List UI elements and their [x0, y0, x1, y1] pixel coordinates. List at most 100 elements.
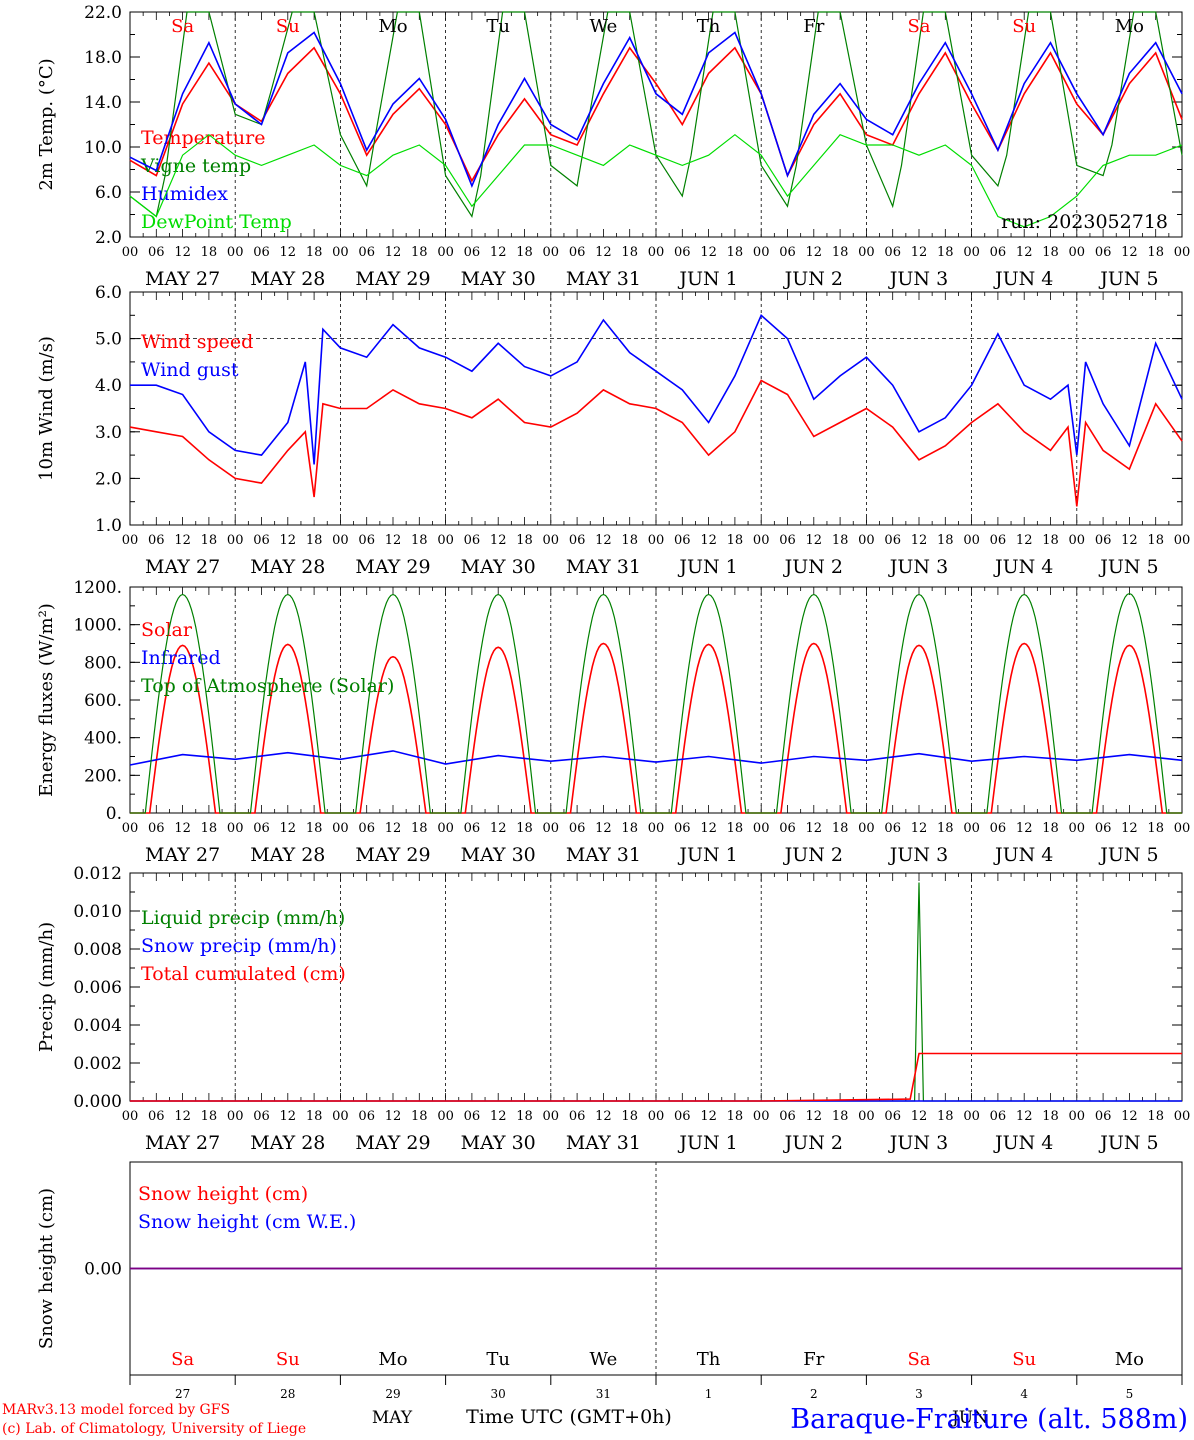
hour-tick-label: 12: [911, 533, 928, 548]
legend-total-cumulated-cm-: Total cumulated (cm): [141, 963, 346, 985]
weekday-label-top: Su: [276, 16, 300, 37]
weekday-label-bottom: Sa: [171, 1349, 194, 1370]
hour-tick-label: 18: [306, 245, 323, 260]
credit-line-2: (c) Lab. of Climatology, University of L…: [2, 1421, 306, 1437]
date-label: MAY 28: [250, 268, 325, 290]
date-label: MAY 27: [145, 844, 220, 866]
hour-tick-label: 06: [464, 1109, 481, 1124]
hour-tick-label: 12: [700, 245, 717, 260]
day-number: 29: [385, 1387, 400, 1401]
hour-tick-label: 12: [1121, 245, 1138, 260]
hour-tick-label: 18: [832, 245, 849, 260]
hour-tick-label: 00: [858, 245, 875, 260]
y-tick-label: 0.00: [84, 1260, 122, 1280]
hour-tick-label: 00: [122, 533, 139, 548]
date-label: JUN 1: [677, 844, 737, 866]
day-number: 27: [175, 1387, 190, 1401]
hour-tick-label: 12: [1016, 1109, 1033, 1124]
day-number: 30: [491, 1387, 506, 1401]
series-line-total-cumulated-cm-: [130, 1052, 1182, 1102]
hour-tick-label: 18: [1042, 1109, 1059, 1124]
date-label: MAY 29: [355, 1132, 430, 1154]
date-label: JUN 5: [1098, 268, 1158, 290]
date-label: JUN 3: [888, 844, 948, 866]
hour-tick-label: 18: [411, 1109, 428, 1124]
hour-tick-label: 18: [516, 245, 533, 260]
panel-4-ylabel: Snow height (cm): [36, 1188, 57, 1349]
hour-tick-label: 12: [806, 1109, 823, 1124]
hour-tick-label: 18: [727, 821, 744, 836]
hour-tick-label: 00: [1174, 821, 1191, 836]
hour-tick-label: 00: [1174, 1109, 1191, 1124]
hour-tick-label: 00: [1069, 821, 1086, 836]
weekday-label-top: Th: [697, 16, 721, 37]
hour-tick-label: 18: [1042, 821, 1059, 836]
hour-tick-label: 18: [306, 821, 323, 836]
legend-vigne-temp: Vigne temp: [140, 155, 251, 177]
hour-tick-label: 12: [700, 821, 717, 836]
hour-tick-label: 18: [1042, 245, 1059, 260]
hour-tick-label: 18: [306, 1109, 323, 1124]
date-label: MAY 28: [250, 1132, 325, 1154]
hour-tick-label: 06: [253, 533, 270, 548]
hour-tick-label: 12: [174, 533, 191, 548]
y-tick-label: 800.: [84, 653, 122, 673]
weekday-label-bottom: Su: [1012, 1349, 1036, 1370]
y-tick-label: 600.: [84, 691, 122, 711]
series-line-humidex: [129, 31, 1183, 189]
y-tick-label: 0.000: [73, 1092, 122, 1112]
hour-tick-label: 18: [727, 1109, 744, 1124]
hour-tick-label: 12: [280, 533, 297, 548]
hour-tick-label: 12: [174, 245, 191, 260]
y-tick-label: 0.008: [73, 940, 122, 960]
date-label: MAY 27: [145, 556, 220, 578]
date-label: JUN 5: [1098, 556, 1158, 578]
hour-tick-label: 06: [569, 533, 586, 548]
date-label: JUN 5: [1098, 844, 1158, 866]
hour-tick-label: 18: [201, 1109, 218, 1124]
hour-tick-label: 12: [385, 245, 402, 260]
hour-tick-label: 18: [832, 821, 849, 836]
date-label: JUN 2: [783, 556, 843, 578]
hour-tick-label: 12: [385, 1109, 402, 1124]
weekday-label-top: Mo: [1115, 16, 1144, 37]
hour-tick-label: 12: [280, 821, 297, 836]
weekday-label-bottom: Su: [276, 1349, 300, 1370]
y-tick-label: 6.0: [95, 183, 122, 203]
hour-tick-label: 12: [1016, 245, 1033, 260]
hour-tick-label: 00: [332, 1109, 349, 1124]
hour-tick-label: 06: [1095, 245, 1112, 260]
hour-tick-label: 18: [1147, 821, 1164, 836]
hour-tick-label: 00: [332, 821, 349, 836]
hour-tick-label: 12: [595, 1109, 612, 1124]
hour-tick-label: 18: [411, 533, 428, 548]
y-tick-label: 10.0: [84, 138, 122, 158]
hour-tick-label: 00: [543, 245, 560, 260]
legend-wind-speed: Wind speed: [141, 331, 253, 353]
date-label: JUN 2: [783, 268, 843, 290]
date-label: MAY 29: [355, 844, 430, 866]
hour-tick-label: 00: [963, 821, 980, 836]
hour-tick-label: 18: [201, 821, 218, 836]
hour-tick-label: 06: [884, 533, 901, 548]
date-label: JUN 5: [1098, 1132, 1158, 1154]
panel-2-ylabel: Energy fluxes (W/m²): [36, 603, 57, 797]
series-line-temperature: [129, 46, 1183, 183]
day-number: 2: [810, 1387, 818, 1401]
hour-tick-label: 00: [437, 821, 454, 836]
hour-tick-label: 00: [332, 245, 349, 260]
hour-tick-label: 00: [437, 245, 454, 260]
hour-tick-label: 18: [411, 245, 428, 260]
hour-tick-label: 12: [700, 1109, 717, 1124]
hour-tick-label: 00: [753, 245, 770, 260]
panel-0-frame: [129, 11, 1183, 238]
date-label: JUN 4: [993, 556, 1053, 578]
hour-tick-label: 06: [779, 1109, 796, 1124]
hour-tick-label: 18: [727, 245, 744, 260]
y-tick-label: 400.: [84, 729, 122, 749]
hour-tick-label: 06: [1095, 533, 1112, 548]
series-line-top-of-atmosphere-solar-: [130, 592, 1182, 814]
y-tick-label: 200.: [84, 766, 122, 786]
hour-tick-label: 12: [1016, 533, 1033, 548]
y-tick-label: 2.0: [95, 228, 122, 248]
